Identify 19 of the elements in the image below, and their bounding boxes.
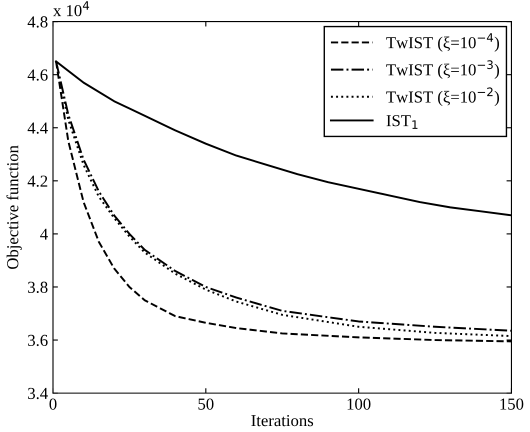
y-tick-label: 4.8 — [28, 16, 48, 28]
legend-label: TwIST (ξ=10$^{−2}$) — [386, 87, 500, 106]
x-tick-label: 50 — [198, 398, 214, 410]
legend-label: IST$_{1}$ — [386, 115, 418, 129]
y-tick-label: 4.2 — [28, 176, 48, 187]
x-tick-label: 150 — [500, 398, 524, 410]
y-axis-title: Objective function — [6, 145, 22, 269]
x-tick-label: 0 — [49, 398, 57, 410]
y-tick-label: 3.4 — [28, 388, 48, 400]
x-tick-label: 100 — [348, 398, 370, 410]
legend-label: TwIST (ξ=10$^{−3}$) — [386, 60, 500, 79]
y-tick-label: 4.6 — [28, 69, 48, 81]
x-axis-title: Iterations — [251, 415, 314, 426]
y-tick-label: 3.8 — [28, 282, 48, 293]
y-tick-label: 4 — [40, 228, 48, 240]
text: x 10$^{4}$ — [53, 1, 90, 16]
legend-label: TwIST (ξ=10$^{−4}$) — [386, 33, 500, 52]
y-tick-label: 4.4 — [28, 122, 48, 134]
y-tick-label: 3.6 — [28, 334, 48, 346]
